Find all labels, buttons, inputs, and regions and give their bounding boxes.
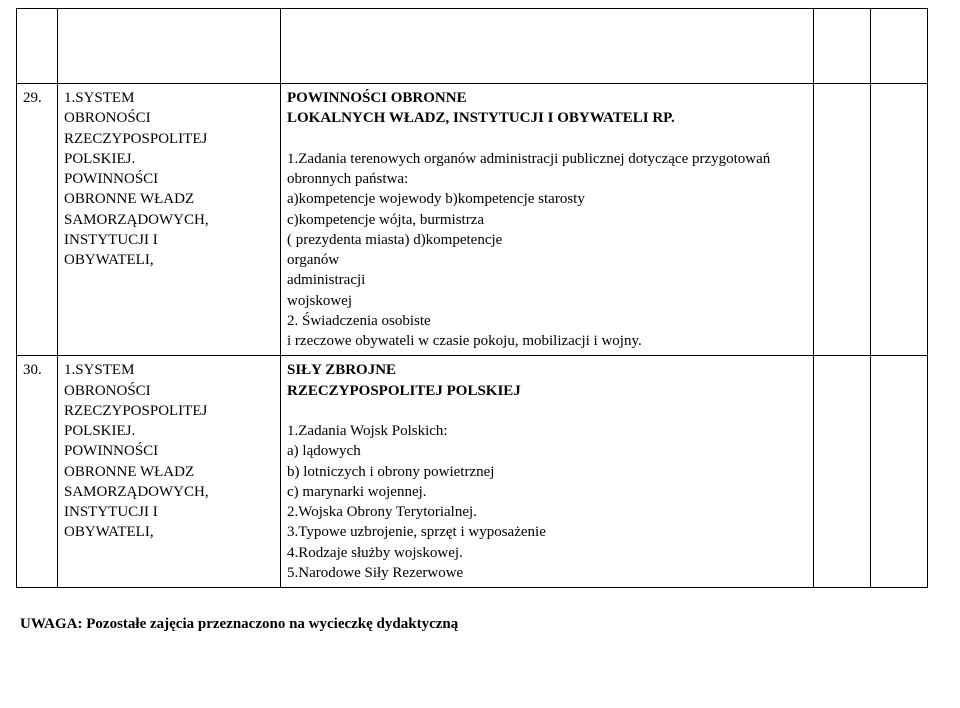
row-number: 29. [17, 84, 58, 356]
empty-cell [814, 9, 871, 84]
row-description: SIŁY ZBROJNERZECZYPOSPOLITEJ POLSKIEJ 1.… [281, 356, 814, 588]
desc-heading: POWINNOŚCI OBRONNELOKALNYCH WŁADZ, INSTY… [287, 90, 675, 126]
empty-cell [281, 9, 814, 84]
empty-cell [871, 84, 928, 356]
footnote: UWAGA: Pozostałe zajęcia przeznaczono na… [20, 616, 890, 633]
desc-body: 1.Zadania terenowych organów administrac… [287, 131, 770, 350]
desc-heading: SIŁY ZBROJNERZECZYPOSPOLITEJ POLSKIEJ [287, 362, 521, 398]
table-row: 30. 1.SYSTEMOBRONOŚCIRZECZYPOSPOLITEJPOL… [17, 356, 928, 588]
empty-cell [871, 9, 928, 84]
row-topic: 1.SYSTEMOBRONOŚCIRZECZYPOSPOLITEJPOLSKIE… [58, 84, 281, 356]
empty-cell [814, 84, 871, 356]
empty-cell [17, 9, 58, 84]
empty-cell [814, 356, 871, 588]
empty-cell [58, 9, 281, 84]
page-container: 29. 1.SYSTEMOBRONOŚCIRZECZYPOSPOLITEJPOL… [0, 0, 960, 633]
desc-body: 1.Zadania Wojsk Polskich:a) lądowychb) l… [287, 403, 546, 581]
row-number: 30. [17, 356, 58, 588]
empty-header-row [17, 9, 928, 84]
empty-cell [871, 356, 928, 588]
table-row: 29. 1.SYSTEMOBRONOŚCIRZECZYPOSPOLITEJPOL… [17, 84, 928, 356]
row-topic: 1.SYSTEMOBRONOŚCIRZECZYPOSPOLITEJPOLSKIE… [58, 356, 281, 588]
curriculum-table: 29. 1.SYSTEMOBRONOŚCIRZECZYPOSPOLITEJPOL… [16, 8, 928, 588]
footnote-text: UWAGA: Pozostałe zajęcia przeznaczono na… [20, 616, 458, 632]
row-description: POWINNOŚCI OBRONNELOKALNYCH WŁADZ, INSTY… [281, 84, 814, 356]
